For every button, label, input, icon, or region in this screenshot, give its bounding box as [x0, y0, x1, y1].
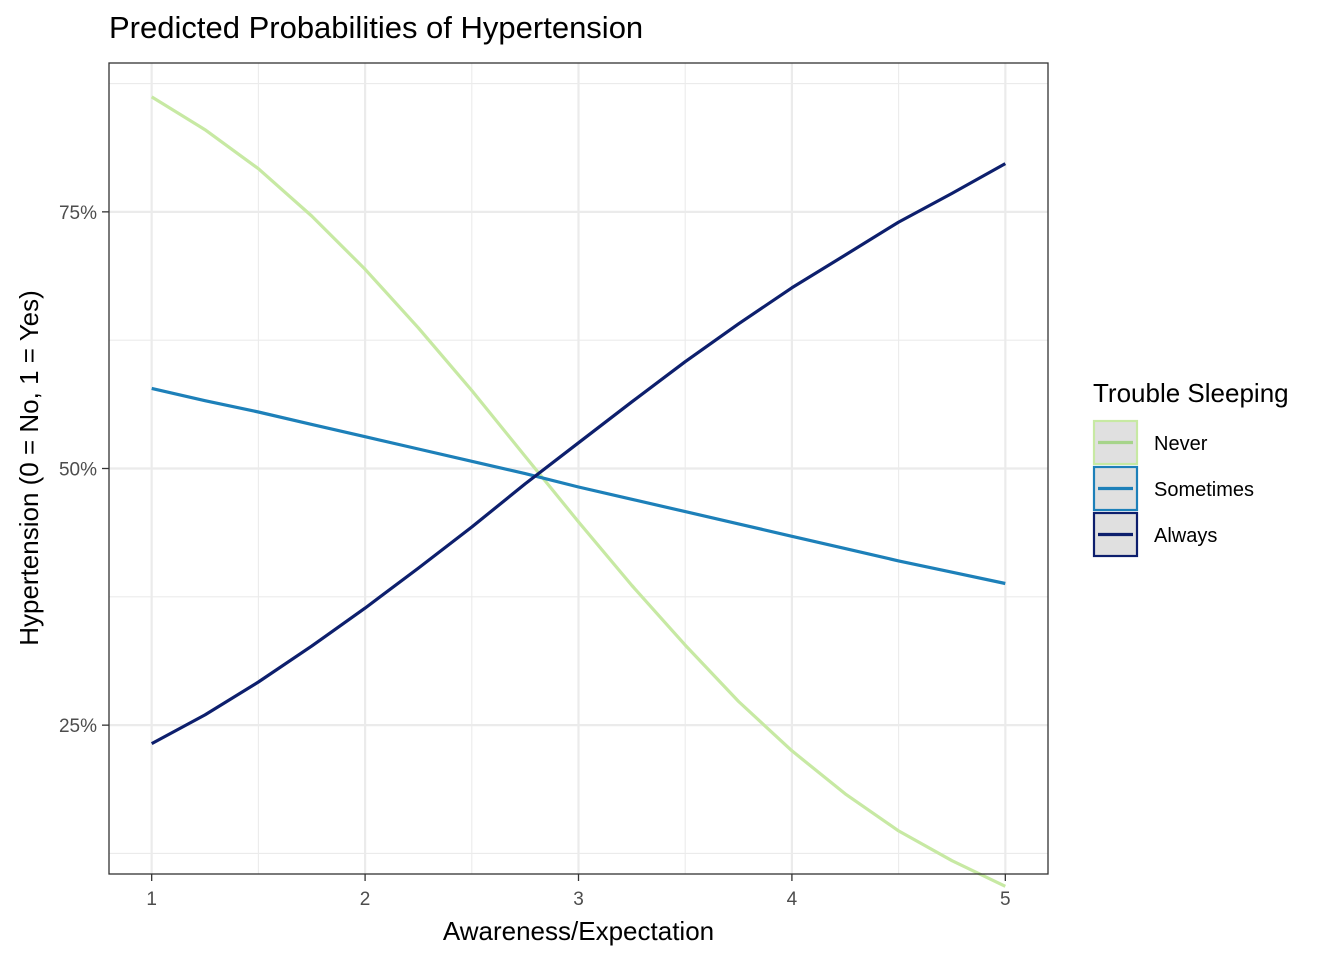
y-tick-label: 25%	[59, 716, 97, 737]
x-tick-label: 4	[787, 889, 798, 910]
legend-item-always: Always	[1092, 511, 1217, 558]
y-tick-label: 75%	[59, 203, 97, 224]
x-tick-label: 2	[360, 889, 371, 910]
series-line-sometimes	[151, 386, 1006, 586]
legend: Trouble Sleeping Never Sometimes Always	[1092, 378, 1289, 558]
series-line-always	[150, 162, 1007, 746]
axes: 1 2 3 4 5 25% 50% 75%	[59, 203, 1011, 910]
legend-label: Always	[1154, 525, 1217, 547]
x-tick-label: 5	[1000, 889, 1011, 910]
x-tick-label: 3	[573, 889, 584, 910]
y-axis-title: Hypertension (0 = No, 1 = Yes)	[14, 290, 44, 646]
series-line-never	[150, 95, 1006, 888]
x-axis-title: Awareness/Expectation	[443, 916, 714, 946]
legend-item-sometimes: Sometimes	[1092, 465, 1254, 512]
legend-label: Never	[1154, 433, 1208, 455]
legend-label: Sometimes	[1154, 479, 1254, 501]
chart-title: Predicted Probabilities of Hypertension	[109, 10, 643, 45]
x-tick-label: 1	[146, 889, 157, 910]
grid	[109, 63, 1048, 874]
series-lines	[150, 95, 1007, 888]
legend-title: Trouble Sleeping	[1093, 378, 1289, 408]
legend-item-never: Never	[1092, 419, 1208, 466]
y-tick-label: 50%	[59, 460, 97, 481]
